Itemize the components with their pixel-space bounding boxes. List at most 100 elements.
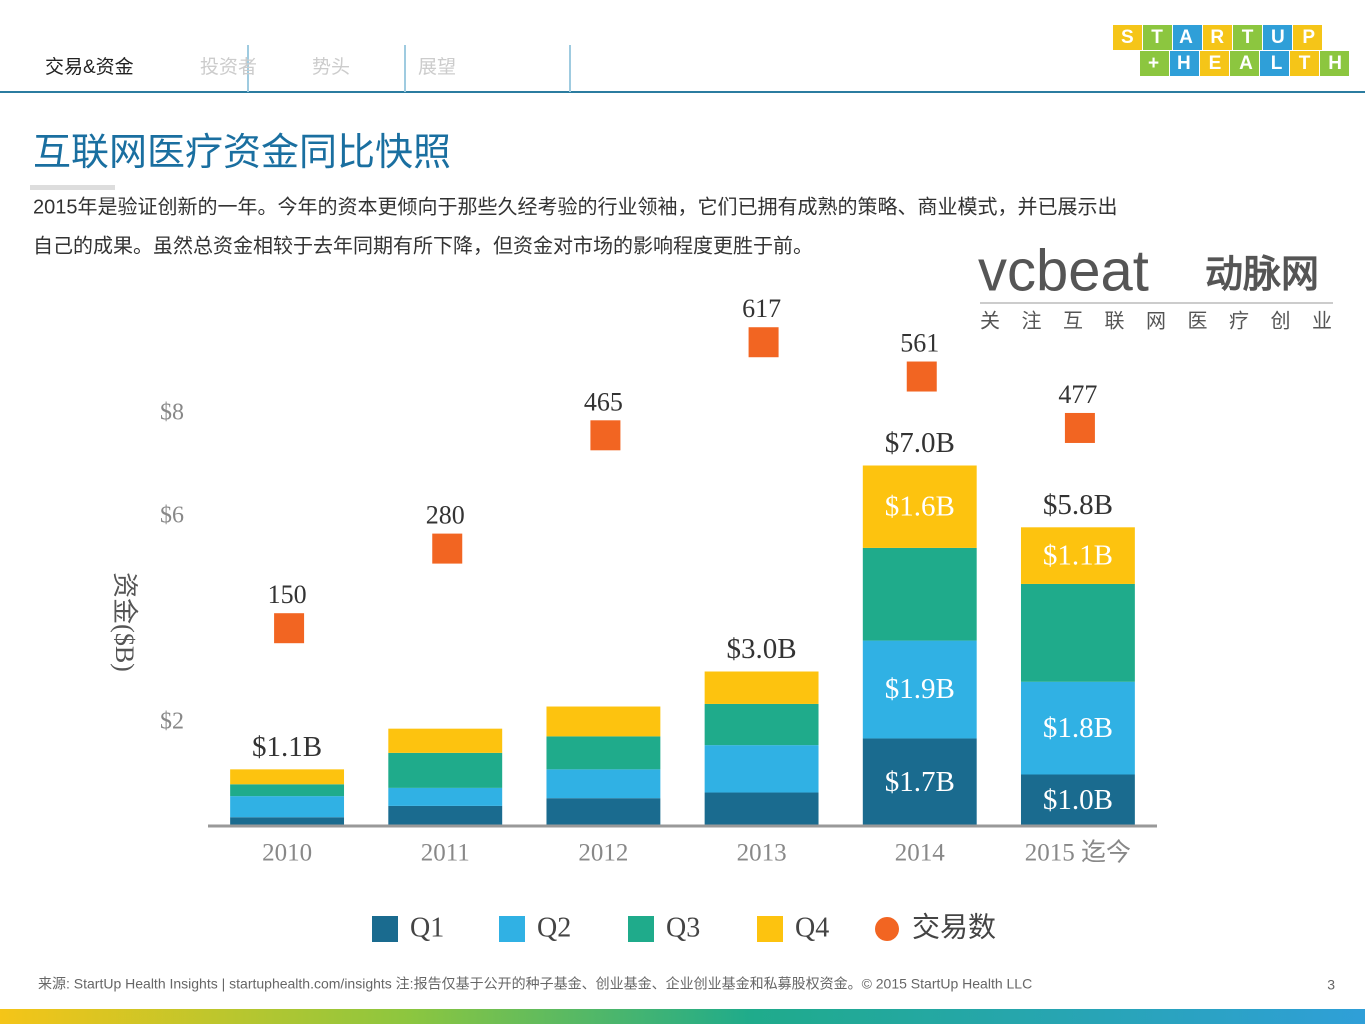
bar-segment xyxy=(862,640,977,739)
bar-segment xyxy=(862,547,977,641)
deal-marker xyxy=(274,613,305,644)
logo-tile xyxy=(1233,25,1262,50)
deal-marker xyxy=(432,533,463,564)
deal-marker xyxy=(906,361,937,392)
logo-tile xyxy=(1260,51,1289,76)
logo-tile xyxy=(1173,25,1202,50)
logo-tile xyxy=(1143,25,1172,50)
bar-segment xyxy=(704,671,819,704)
footer-strip xyxy=(0,1009,1365,1024)
y-tick-label: $6 xyxy=(160,503,184,529)
legend-label: Q4 xyxy=(795,912,829,943)
page-number: 3 xyxy=(1327,977,1335,993)
total-label: $7.0B xyxy=(885,427,955,459)
logo-tile xyxy=(1290,51,1319,76)
footer-source: 来源: StartUp Health Insights | startuphea… xyxy=(38,976,1032,992)
value-label: $1.6B xyxy=(885,490,955,522)
deal-marker xyxy=(748,327,779,358)
x-tick-label: 2011 xyxy=(421,840,470,867)
bar-segment xyxy=(704,703,819,746)
value-label: $1.7B xyxy=(885,766,955,798)
bar-segment xyxy=(546,706,661,737)
bar-segment xyxy=(704,792,819,826)
body-text: 2015年是验证创新的一年。今年的资本更倾向于那些久经考验的行业领袖，它们已拥有… xyxy=(33,195,1118,218)
watermark-brand: vcbeat xyxy=(978,238,1149,303)
x-tick-label: 2015 迄今 xyxy=(1025,839,1131,867)
watermark: vcbeat 动脉网 关注互联网医疗创业 xyxy=(978,238,1333,332)
logo-tile xyxy=(1263,25,1292,50)
x-tick-label: 2012 xyxy=(578,840,628,867)
deal-marker xyxy=(1064,412,1095,443)
value-label: $1.8B xyxy=(1043,712,1113,744)
bar-segment xyxy=(1020,774,1135,826)
deal-marker xyxy=(590,420,621,451)
x-tick-label: 2010 xyxy=(262,840,312,867)
deal-label: 150 xyxy=(268,580,307,609)
y-tick-label: $2 xyxy=(160,709,184,735)
logo: STARTUP+HEALTH xyxy=(1113,25,1349,76)
y-tick-label: $8 xyxy=(160,400,184,426)
total-label: $5.8B xyxy=(1043,489,1113,521)
bar-segment xyxy=(704,745,819,793)
watermark-tagline: 关注互联网医疗创业 xyxy=(980,309,1332,332)
legend-label: Q3 xyxy=(666,912,700,943)
bar-segment xyxy=(1020,583,1135,682)
legend-swatch xyxy=(499,916,525,942)
logo-tile xyxy=(1230,51,1259,76)
bar-segment xyxy=(862,465,977,548)
slide-title: 互联网医疗资金同比快照 xyxy=(33,132,451,174)
bar-segment xyxy=(1020,527,1135,584)
legend-label: Q2 xyxy=(537,912,571,943)
bar-segment xyxy=(230,784,345,797)
bar-segment xyxy=(546,798,661,826)
deal-label: 465 xyxy=(584,387,623,416)
tab[interactable]: 投资者 xyxy=(200,56,257,78)
bar-segment xyxy=(230,817,345,826)
bar-segment xyxy=(388,752,503,788)
x-tick-label: 2014 xyxy=(895,840,946,867)
legend-swatch xyxy=(372,916,398,942)
legend-label: 交易数 xyxy=(912,911,996,943)
bar-segment xyxy=(388,805,503,826)
watermark-name: 动脉网 xyxy=(1205,254,1319,296)
tab[interactable]: 势头 xyxy=(312,56,350,78)
header: 交易&资金 投资者 势头 展望 STARTUP+HEALTH xyxy=(0,25,1365,93)
logo-tile xyxy=(1113,25,1142,50)
total-label: $3.0B xyxy=(727,633,797,665)
logo-tile xyxy=(1320,51,1349,76)
logo-tile xyxy=(1203,25,1232,50)
legend-label: Q1 xyxy=(410,912,444,943)
bar-segment xyxy=(388,728,503,753)
bar-segment xyxy=(546,736,661,770)
bar-segment xyxy=(388,787,503,806)
plot: $2 $6 $8 2010 $1.1B 2011 2012 2013 $3.0B 2014 $1.7… xyxy=(160,294,1157,867)
y-axis-label: 资金($B) xyxy=(110,572,139,672)
deal-label: 561 xyxy=(900,328,939,357)
logo-tile xyxy=(1140,51,1169,76)
value-label: $1.9B xyxy=(885,673,955,705)
bar-segment xyxy=(1020,681,1135,775)
x-tick-label: 2013 xyxy=(737,840,787,867)
total-label: $1.1B xyxy=(252,731,322,763)
deal-label: 617 xyxy=(742,294,781,323)
tab[interactable]: 展望 xyxy=(418,56,456,78)
tab[interactable]: 交易&资金 xyxy=(45,56,134,78)
legend: Q1 Q2 Q3 Q4 交易数 xyxy=(372,911,996,943)
bar-segment xyxy=(862,738,977,826)
bar-segment xyxy=(546,769,661,799)
deal-label: 477 xyxy=(1058,380,1097,409)
logo-tile xyxy=(1200,51,1229,76)
bar-segment xyxy=(230,769,345,785)
value-label: $1.1B xyxy=(1043,539,1113,571)
deal-label: 280 xyxy=(426,501,465,530)
legend-swatch xyxy=(628,916,654,942)
legend-swatch xyxy=(875,917,899,941)
bar-segment xyxy=(230,796,345,818)
value-label: $1.0B xyxy=(1043,784,1113,816)
logo-tile xyxy=(1293,25,1322,50)
title-underline xyxy=(30,185,115,190)
logo-tile xyxy=(1170,51,1199,76)
legend-swatch xyxy=(757,916,783,942)
body-text: 自己的成果。虽然总资金相较于去年同期有所下降，但资金对市场的影响程度更胜于前。 xyxy=(33,234,813,257)
